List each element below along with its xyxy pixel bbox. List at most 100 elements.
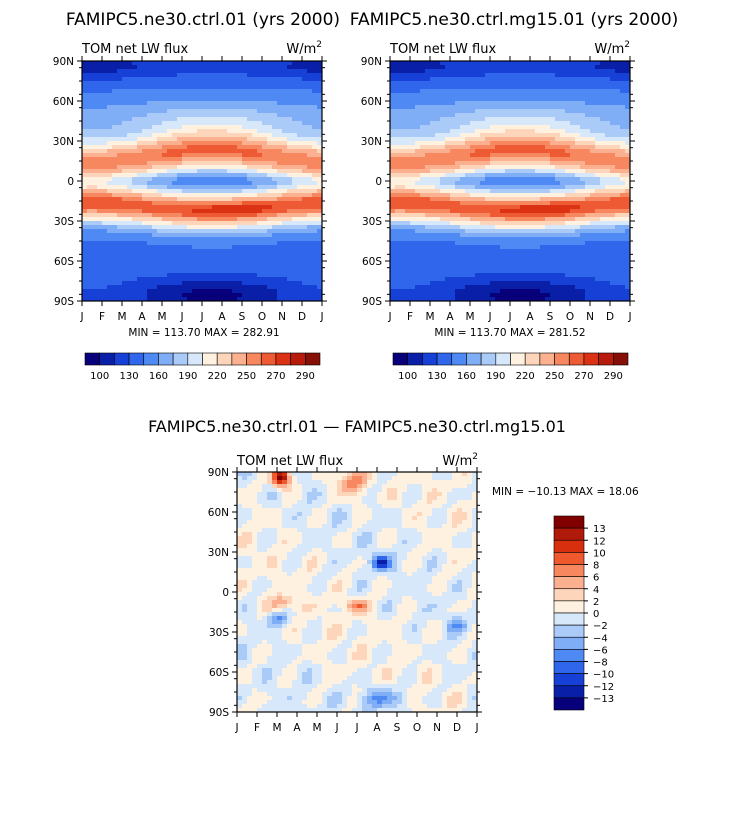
heatmap-cell bbox=[112, 141, 118, 146]
heatmap-cell bbox=[540, 117, 546, 122]
heatmap-cell bbox=[470, 221, 476, 226]
heatmap-cell bbox=[317, 65, 323, 70]
heatmap-cell bbox=[440, 121, 446, 126]
heatmap-cell bbox=[312, 141, 318, 146]
heatmap-cell bbox=[127, 181, 133, 186]
heatmap-cell bbox=[560, 101, 566, 106]
heatmap-cell bbox=[137, 169, 143, 174]
heatmap-cell bbox=[227, 85, 233, 90]
heatmap-cell bbox=[247, 285, 253, 290]
heatmap-cell bbox=[237, 281, 243, 286]
heatmap-cell bbox=[202, 277, 208, 282]
heatmap-cell bbox=[212, 249, 218, 254]
heatmap-cell bbox=[430, 137, 436, 142]
heatmap-cell bbox=[112, 145, 118, 150]
heatmap-cell bbox=[147, 237, 153, 242]
heatmap-cell bbox=[435, 213, 441, 218]
heatmap-cell bbox=[242, 205, 248, 210]
heatmap-cell bbox=[435, 145, 441, 150]
heatmap-cell bbox=[267, 133, 273, 138]
heatmap-cell bbox=[207, 97, 213, 102]
heatmap-cell bbox=[625, 73, 631, 78]
heatmap-cell bbox=[227, 265, 233, 270]
heatmap-cell bbox=[182, 153, 188, 158]
heatmap-cell bbox=[162, 181, 168, 186]
heatmap-cell bbox=[312, 209, 318, 214]
heatmap-cell bbox=[157, 65, 163, 70]
heatmap-cell bbox=[615, 137, 621, 142]
heatmap-cell bbox=[535, 189, 541, 194]
heatmap-cell bbox=[132, 221, 138, 226]
heatmap-cell bbox=[142, 137, 148, 142]
heatmap-cell bbox=[615, 145, 621, 150]
heatmap-cell bbox=[227, 225, 233, 230]
heatmap-cell bbox=[307, 225, 313, 230]
heatmap-cell bbox=[117, 161, 123, 166]
heatmap-cell bbox=[137, 101, 143, 106]
heatmap-cell bbox=[620, 141, 626, 146]
heatmap-cell bbox=[142, 209, 148, 214]
heatmap-cell bbox=[152, 101, 158, 106]
heatmap-cell bbox=[207, 117, 213, 122]
heatmap-cell bbox=[182, 137, 188, 142]
heatmap-cell bbox=[520, 161, 526, 166]
heatmap-cell bbox=[410, 205, 416, 210]
heatmap-cell bbox=[227, 193, 233, 198]
heatmap-cell bbox=[177, 61, 183, 66]
heatmap-cell bbox=[287, 137, 293, 142]
heatmap-cell bbox=[297, 185, 303, 190]
heatmap-cell bbox=[625, 197, 631, 202]
heatmap-cell bbox=[87, 81, 93, 86]
heatmap-cell bbox=[247, 177, 253, 182]
heatmap-cell bbox=[430, 169, 436, 174]
heatmap-cell bbox=[540, 121, 546, 126]
heatmap-cell bbox=[590, 137, 596, 142]
heatmap-cell bbox=[302, 297, 308, 302]
heatmap-cell bbox=[297, 253, 303, 258]
heatmap-cell bbox=[490, 81, 496, 86]
heatmap-cell bbox=[500, 113, 506, 118]
heatmap-cell bbox=[625, 105, 631, 110]
heatmap-cell bbox=[570, 149, 576, 154]
heatmap-cell bbox=[137, 285, 143, 290]
heatmap-cell bbox=[87, 153, 93, 158]
heatmap-cell bbox=[535, 213, 541, 218]
heatmap-cell bbox=[252, 89, 258, 94]
heatmap-cell bbox=[222, 113, 228, 118]
heatmap-cell bbox=[415, 113, 421, 118]
heatmap-cell bbox=[117, 165, 123, 170]
heatmap-cell bbox=[450, 141, 456, 146]
heatmap-cell bbox=[292, 237, 298, 242]
heatmap-cell bbox=[102, 149, 108, 154]
heatmap-cell bbox=[242, 77, 248, 82]
heatmap-cell bbox=[247, 257, 253, 262]
heatmap-cell bbox=[605, 177, 611, 182]
heatmap-cell bbox=[192, 165, 198, 170]
heatmap-cell bbox=[420, 153, 426, 158]
heatmap-cell bbox=[207, 73, 213, 78]
heatmap-cell bbox=[475, 173, 481, 178]
heatmap-cell bbox=[525, 181, 531, 186]
heatmap-cell bbox=[545, 61, 551, 66]
heatmap-cell bbox=[600, 105, 606, 110]
heatmap-cell bbox=[395, 109, 401, 114]
heatmap-cell bbox=[525, 125, 531, 130]
heatmap-cell bbox=[132, 65, 138, 70]
heatmap-cell bbox=[292, 133, 298, 138]
heatmap-cell bbox=[600, 141, 606, 146]
heatmap-cell bbox=[147, 85, 153, 90]
heatmap-cell bbox=[405, 221, 411, 226]
heatmap-cell bbox=[157, 277, 163, 282]
heatmap-cell bbox=[450, 93, 456, 98]
heatmap-cell bbox=[485, 89, 491, 94]
heatmap-cell bbox=[400, 189, 406, 194]
heatmap-cell bbox=[465, 189, 471, 194]
heatmap-cell bbox=[505, 209, 511, 214]
panel-subtitle: TOM net LW flux bbox=[389, 42, 496, 57]
heatmap-cell bbox=[252, 181, 258, 186]
heatmap-cell bbox=[257, 245, 263, 250]
heatmap-cell bbox=[500, 205, 506, 210]
heatmap-cell bbox=[167, 61, 173, 66]
heatmap-cell bbox=[92, 293, 98, 298]
heatmap-cell bbox=[202, 149, 208, 154]
